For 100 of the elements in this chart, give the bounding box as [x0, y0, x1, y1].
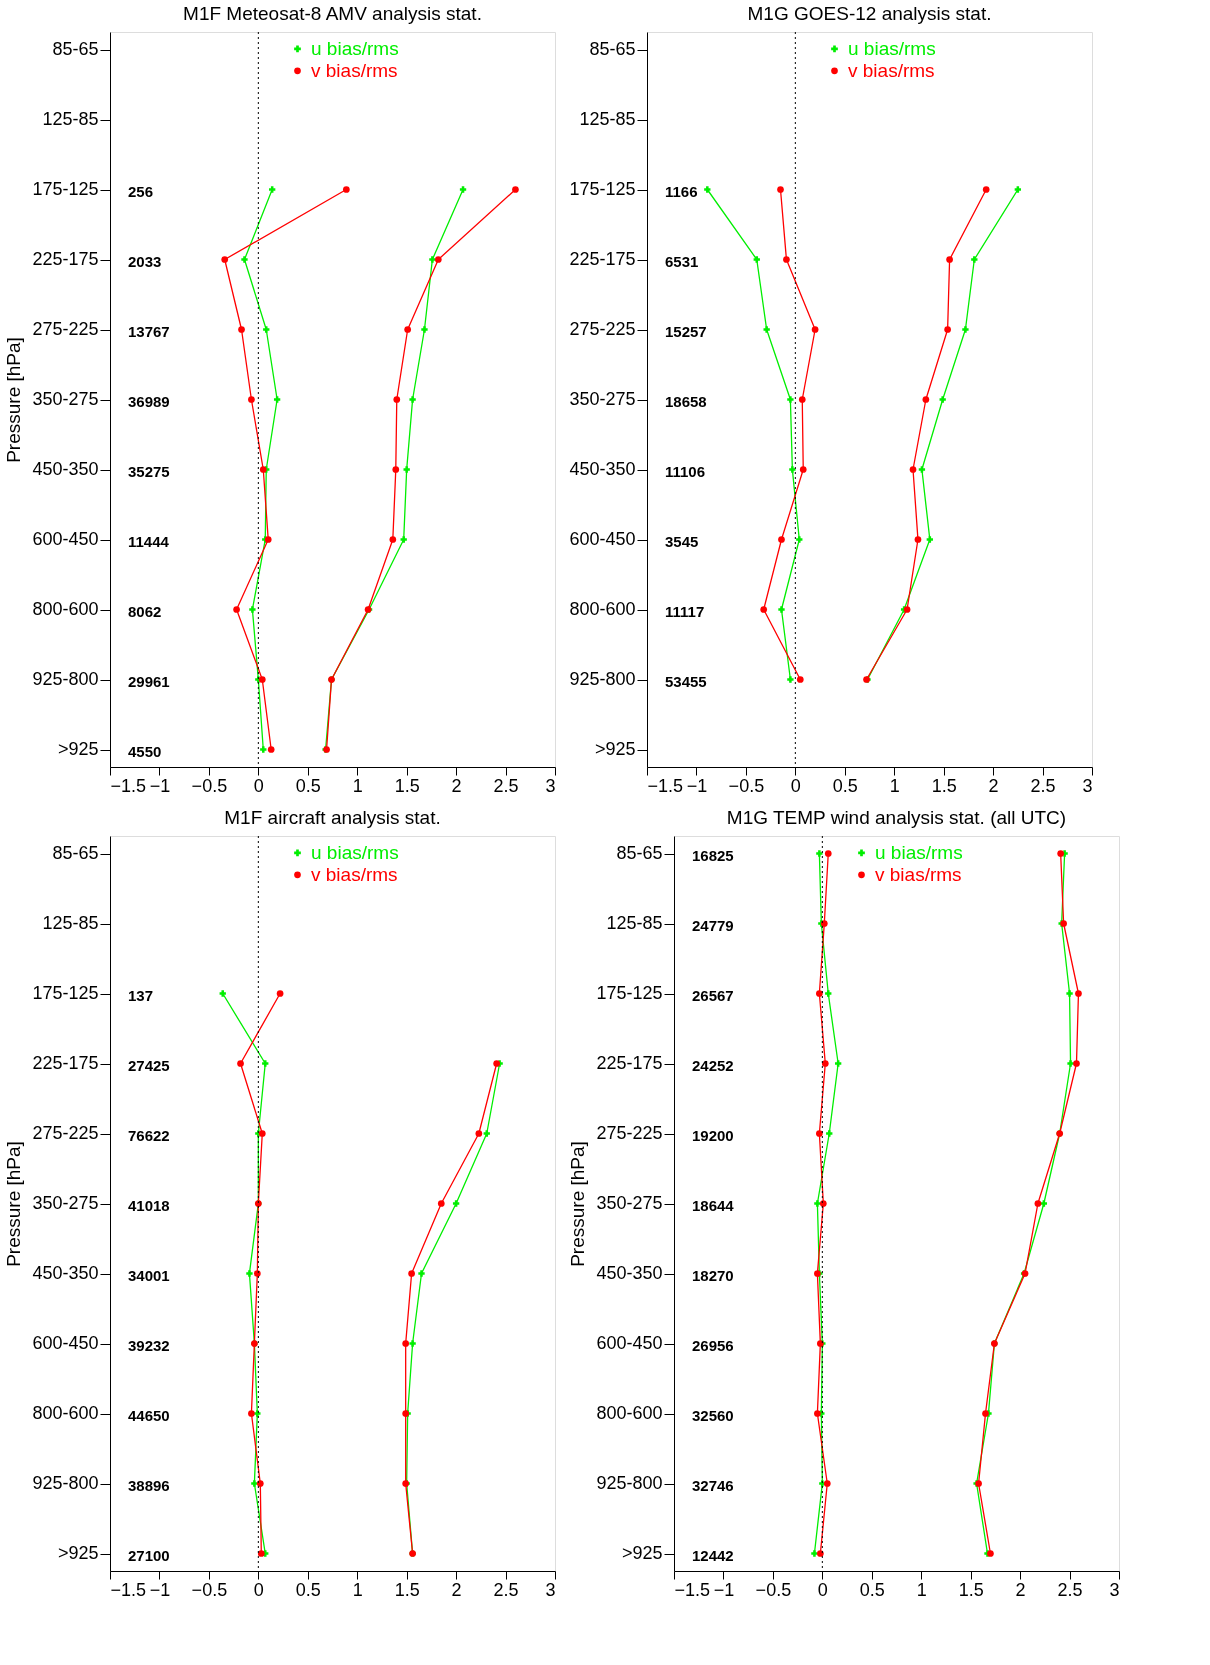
x-tick-label: 1.5 — [394, 775, 420, 796]
x-tick-label: 3 — [545, 775, 556, 796]
legend-label: u bias/rms — [311, 37, 399, 59]
x-tick-label: 1 — [889, 775, 900, 796]
annotation: 12442 — [692, 1546, 734, 1564]
annotation: 39232 — [128, 1336, 170, 1354]
legend-label: v bias/rms — [311, 863, 398, 885]
annotation: 137 — [128, 986, 154, 1004]
annotation: 36989 — [128, 392, 170, 410]
annotation: 18644 — [692, 1196, 735, 1214]
x-tick-label: 3 — [1082, 775, 1093, 796]
annotation: 18658 — [665, 392, 707, 410]
y-tick-label: 275-225 — [596, 1123, 663, 1143]
y-tick-label: 350-275 — [569, 389, 636, 409]
chart-title: M1F aircraft analysis stat. — [224, 806, 441, 828]
x-tick-label: −1.5 — [110, 775, 147, 796]
x-tick-label: 0 — [817, 1579, 828, 1600]
annotation: 11117 — [665, 602, 705, 620]
y-tick-label: 275-225 — [32, 1123, 99, 1143]
y-tick-label: 800-600 — [596, 1403, 663, 1423]
y-tick-label: 85-65 — [589, 39, 636, 59]
y-tick-label: 85-65 — [52, 843, 99, 863]
y-tick-label: 450-350 — [569, 459, 636, 479]
y-tick-label: 925-800 — [32, 669, 99, 689]
y-tick-label: >925 — [621, 1543, 663, 1563]
y-tick-label: 925-800 — [32, 1473, 99, 1493]
annotation: 34001 — [128, 1266, 170, 1284]
y-tick-label: 125-85 — [42, 109, 99, 129]
legend-label: v bias/rms — [848, 59, 935, 81]
y-tick-label: >925 — [57, 1543, 99, 1563]
annotation: 27425 — [128, 1056, 170, 1074]
annotation: 18270 — [692, 1266, 734, 1284]
y-tick-label: 925-800 — [569, 669, 636, 689]
x-tick-label: 1 — [352, 1579, 363, 1600]
y-tick-label: 275-225 — [569, 319, 636, 339]
x-tick-label: −0.5 — [755, 1579, 792, 1600]
chart-title: M1F Meteosat-8 AMV analysis stat. — [183, 2, 482, 24]
annotation: 256 — [128, 182, 154, 200]
y-tick-label: 125-85 — [579, 109, 636, 129]
y-tick-label: 800-600 — [32, 1403, 99, 1423]
annotation: 38896 — [128, 1476, 170, 1494]
legend-label: u bias/rms — [311, 841, 399, 863]
annotation: 27100 — [128, 1546, 170, 1564]
annotation: 6531 — [665, 252, 699, 270]
y-tick-label: 800-600 — [32, 599, 99, 619]
x-tick-label: 2 — [988, 775, 999, 796]
x-tick-label: 2 — [451, 1579, 462, 1600]
annotation: 3545 — [665, 532, 699, 550]
annotation: 19200 — [692, 1126, 734, 1144]
y-tick-label: 600-450 — [569, 529, 636, 549]
x-tick-label: 0.5 — [859, 1579, 885, 1600]
annotation: 76622 — [128, 1126, 170, 1144]
x-tick-label: −1.5 — [110, 1579, 147, 1600]
y-tick-label: 175-125 — [596, 983, 663, 1003]
x-tick-label: −1.5 — [674, 1579, 711, 1600]
annotation: 13767 — [128, 322, 170, 340]
y-tick-label: 125-85 — [606, 913, 663, 933]
x-tick-label: 1.5 — [958, 1579, 984, 1600]
x-tick-label: 0 — [253, 1579, 264, 1600]
x-tick-label: 1 — [352, 775, 363, 796]
x-tick-label: 2.5 — [1057, 1579, 1083, 1600]
x-tick-label: 2 — [1015, 1579, 1026, 1600]
y-tick-label: 450-350 — [596, 1263, 663, 1283]
y-tick-label: 225-175 — [569, 249, 636, 269]
y-tick-label: 600-450 — [32, 1333, 99, 1353]
annotation: 24779 — [692, 916, 734, 934]
y-tick-label: 225-175 — [32, 249, 99, 269]
annotation: 24252 — [692, 1056, 734, 1074]
annotation: 29961 — [128, 672, 170, 690]
annotation: 41018 — [128, 1196, 170, 1214]
x-tick-label: 2.5 — [1030, 775, 1056, 796]
y-tick-label: 175-125 — [32, 179, 99, 199]
y-tick-label: 450-350 — [32, 459, 99, 479]
y-tick-label: >925 — [594, 739, 636, 759]
annotation: 26567 — [692, 986, 734, 1004]
y-tick-label: 925-800 — [596, 1473, 663, 1493]
annotation: 8062 — [128, 602, 162, 620]
annotation: 2033 — [128, 252, 162, 270]
x-tick-label: −0.5 — [728, 775, 765, 796]
y-tick-label: 350-275 — [596, 1193, 663, 1213]
y-tick-label: 350-275 — [32, 389, 99, 409]
annotation: 32560 — [692, 1406, 734, 1424]
x-tick-label: −0.5 — [191, 1579, 228, 1600]
annotation: 35275 — [128, 462, 170, 480]
x-tick-label: 2.5 — [493, 1579, 519, 1600]
x-tick-label: 2.5 — [493, 775, 519, 796]
legend-label: u bias/rms — [848, 37, 936, 59]
y-axis-title: Pressure [hPa] — [3, 337, 25, 463]
x-tick-label: 3 — [1109, 1579, 1120, 1600]
annotation: 26956 — [692, 1336, 734, 1354]
annotation: 11444 — [128, 532, 170, 550]
x-tick-label: −0.5 — [191, 775, 228, 796]
x-tick-label: 1.5 — [394, 1579, 420, 1600]
annotation: 1166 — [665, 182, 698, 200]
x-tick-label: 0.5 — [295, 1579, 321, 1600]
y-tick-label: >925 — [57, 739, 99, 759]
annotation: 44650 — [128, 1406, 170, 1424]
x-tick-label: 0.5 — [295, 775, 321, 796]
annotation: 4550 — [128, 742, 162, 760]
x-tick-label: 3 — [545, 1579, 556, 1600]
